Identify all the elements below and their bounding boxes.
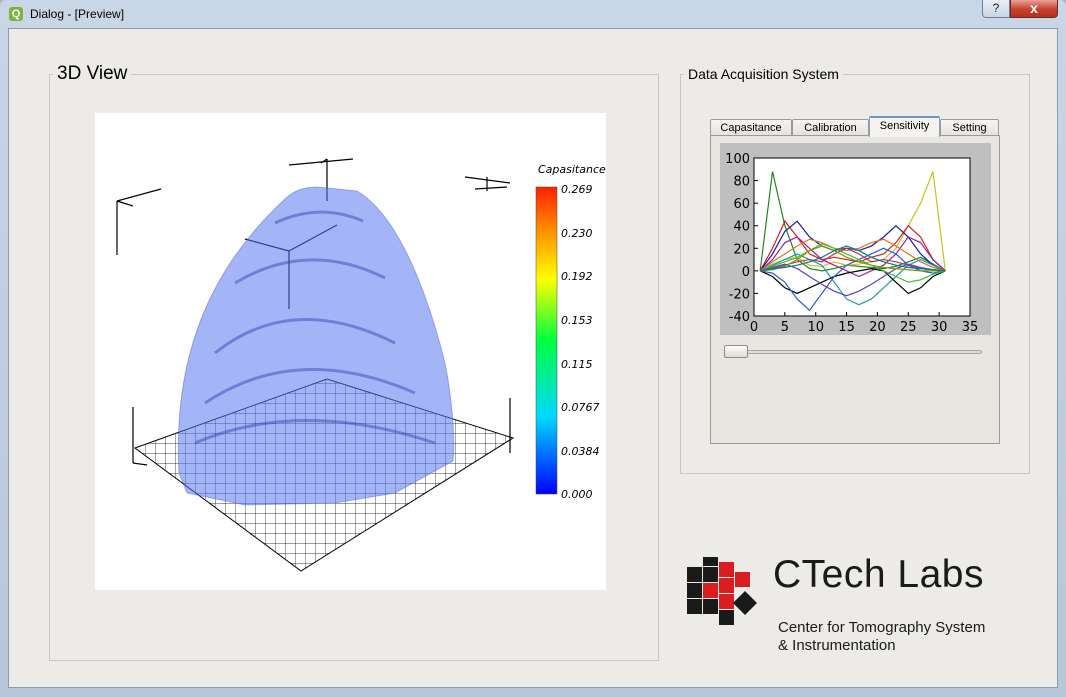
colorbar-title: Capasitance (538, 163, 606, 176)
logo-title: CTech Labs (773, 553, 984, 596)
x-tick-label: 10 (807, 320, 824, 335)
colorbar-tick-label: 0.269 (561, 183, 593, 196)
sensitivity-plot: 0 5 10 15 20 25 30 35 100 80 60 40 20 0 -20 -40 (720, 143, 991, 335)
tab-setting[interactable]: Setting (940, 119, 999, 136)
slider-track[interactable] (726, 350, 982, 354)
close-button[interactable]: x (1010, 0, 1058, 18)
group-data-acquisition: Data Acquisition System (680, 66, 1030, 474)
series-line-13 (760, 245, 946, 272)
logo-subtitle-line2: & Instrumentation (778, 637, 896, 654)
qt-app-icon: Q (9, 7, 23, 21)
series-line-12 (760, 245, 946, 272)
x-tick-label: 25 (900, 320, 917, 335)
capacitance-surface (177, 186, 455, 506)
group-3d-view-title: 3D View (53, 63, 132, 85)
x-tick-label: 20 (869, 320, 886, 335)
3d-render: Capasitance 0.269 0.230 0.192 0.153 0.11… (116, 158, 606, 572)
help-button[interactable]: ? (982, 0, 1010, 18)
y-tick-label: 40 (733, 220, 750, 235)
series-line-2 (759, 220, 946, 272)
series-group (759, 171, 946, 312)
group-3d-view: 3D View (49, 63, 659, 661)
tab-capasitance[interactable]: Capasitance (710, 119, 792, 136)
tab-sensitivity[interactable]: Sensitivity (869, 116, 940, 137)
y-tick-label: 0 (742, 265, 750, 280)
y-tick-label: 60 (733, 197, 750, 212)
colorbar-tick-label: 0.0767 (561, 401, 600, 414)
ctech-logo: CTech Labs Center for Tomography System … (687, 553, 1027, 663)
dialog-client-area: 3D View (8, 28, 1058, 688)
logo-subtitle-line1: Center for Tomography System (778, 619, 986, 636)
series-line-5 (759, 236, 946, 278)
y-tick-label: 20 (733, 242, 750, 257)
series-line-9 (759, 243, 946, 283)
surface-ridges (194, 210, 436, 445)
title-bar[interactable]: Q Dialog - [Preview] ? x (0, 0, 1066, 28)
colorbar-tick-label: 0.000 (561, 488, 593, 501)
ctech-logo-mark (687, 557, 757, 625)
slider-handle[interactable] (724, 345, 748, 358)
colorbar-tick-label: 0.230 (561, 227, 593, 240)
series-line-7 (759, 238, 946, 272)
sensitivity-tab-panel: 0 5 10 15 20 25 30 35 100 80 60 40 20 0 -20 -40 (710, 135, 1000, 444)
tick-group: 0 5 10 15 20 25 30 35 100 80 60 40 20 0 -20 -40 (725, 152, 978, 335)
group-daq-title: Data Acquisition System (684, 66, 843, 82)
plot-area (753, 157, 971, 317)
y-tick-label: -20 (729, 287, 750, 302)
x-tick-label: 15 (838, 320, 855, 335)
window-title: Dialog - [Preview] (30, 7, 125, 21)
series-line-1 (759, 171, 946, 272)
y-tick-label: -40 (729, 310, 750, 325)
sensitivity-chart: 0 5 10 15 20 25 30 35 100 80 60 40 20 0 -20 -40 (725, 152, 978, 335)
3d-viewport[interactable]: Capasitance 0.269 0.230 0.192 0.153 0.11… (95, 113, 606, 590)
x-tick-label: 0 (750, 320, 758, 335)
colorbar-tick-label: 0.0384 (561, 445, 600, 458)
colorbar-tick-label: 0.115 (561, 358, 593, 371)
colorbar-tick-label: 0.153 (561, 314, 593, 327)
x-tick-label: 5 (781, 320, 789, 335)
y-tick-label: 100 (725, 152, 750, 167)
tab-calibration[interactable]: Calibration (792, 119, 869, 136)
x-tick-label: 30 (931, 320, 948, 335)
series-line-4 (759, 253, 946, 306)
y-tick-label: 80 (733, 175, 750, 190)
series-line-0 (759, 171, 946, 272)
x-tick-label: 35 (962, 320, 979, 335)
colorbar (535, 186, 558, 495)
colorbar-tick-label: 0.192 (561, 270, 593, 283)
